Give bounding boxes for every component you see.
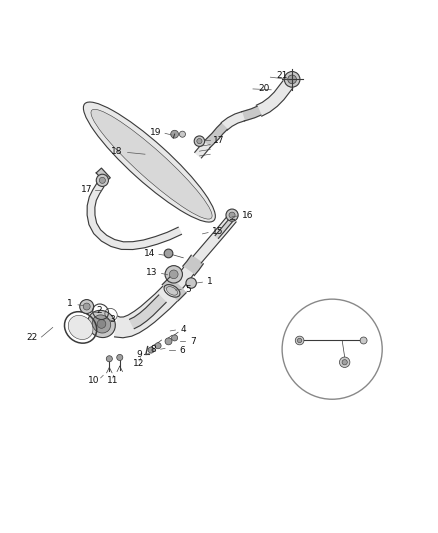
Circle shape bbox=[170, 270, 178, 279]
Text: 10: 10 bbox=[88, 376, 100, 385]
Text: 15: 15 bbox=[212, 227, 223, 236]
Polygon shape bbox=[183, 255, 203, 276]
Circle shape bbox=[180, 131, 185, 137]
Ellipse shape bbox=[68, 316, 93, 340]
Circle shape bbox=[171, 130, 179, 138]
Circle shape bbox=[339, 357, 350, 367]
Text: 13: 13 bbox=[146, 268, 157, 277]
Text: 14: 14 bbox=[144, 249, 155, 258]
Text: 5: 5 bbox=[186, 285, 191, 294]
Polygon shape bbox=[215, 219, 233, 238]
Polygon shape bbox=[115, 286, 178, 338]
Text: 12: 12 bbox=[133, 359, 145, 368]
Polygon shape bbox=[242, 106, 261, 121]
Circle shape bbox=[106, 356, 113, 362]
Circle shape bbox=[186, 278, 196, 288]
Text: 17: 17 bbox=[213, 136, 225, 145]
Circle shape bbox=[197, 139, 202, 144]
Polygon shape bbox=[193, 215, 236, 263]
Circle shape bbox=[148, 347, 154, 353]
Circle shape bbox=[97, 320, 106, 328]
Circle shape bbox=[172, 335, 178, 341]
Text: 21: 21 bbox=[276, 71, 288, 80]
Circle shape bbox=[96, 174, 109, 187]
Circle shape bbox=[165, 338, 172, 345]
Text: 6: 6 bbox=[179, 345, 185, 354]
Text: 11: 11 bbox=[107, 376, 119, 385]
Text: 9: 9 bbox=[136, 350, 142, 359]
Text: 17: 17 bbox=[81, 185, 92, 195]
Text: 20: 20 bbox=[258, 84, 270, 93]
Circle shape bbox=[342, 360, 347, 365]
Polygon shape bbox=[221, 112, 244, 130]
Circle shape bbox=[229, 212, 235, 218]
Ellipse shape bbox=[83, 102, 215, 222]
Text: 7: 7 bbox=[190, 337, 196, 346]
Circle shape bbox=[155, 343, 161, 349]
Circle shape bbox=[83, 303, 90, 310]
Text: 3: 3 bbox=[109, 315, 115, 324]
Circle shape bbox=[282, 299, 382, 399]
Circle shape bbox=[165, 265, 183, 283]
Polygon shape bbox=[166, 268, 194, 296]
Circle shape bbox=[164, 249, 173, 258]
Polygon shape bbox=[96, 168, 110, 182]
Polygon shape bbox=[130, 295, 166, 329]
Text: 1: 1 bbox=[67, 300, 73, 309]
Circle shape bbox=[226, 209, 238, 221]
Text: 16: 16 bbox=[241, 211, 253, 220]
Text: 8: 8 bbox=[151, 345, 157, 354]
Polygon shape bbox=[195, 142, 210, 158]
Circle shape bbox=[284, 71, 300, 87]
Text: 19: 19 bbox=[150, 128, 162, 137]
Circle shape bbox=[288, 75, 297, 84]
Ellipse shape bbox=[92, 315, 111, 333]
Text: 1: 1 bbox=[208, 277, 213, 286]
Circle shape bbox=[99, 177, 106, 183]
Circle shape bbox=[80, 300, 94, 313]
Polygon shape bbox=[87, 183, 181, 249]
Ellipse shape bbox=[88, 310, 115, 337]
Text: 4: 4 bbox=[180, 325, 186, 334]
Circle shape bbox=[297, 338, 302, 343]
Polygon shape bbox=[162, 277, 186, 301]
Circle shape bbox=[117, 354, 123, 360]
Circle shape bbox=[295, 336, 304, 345]
Text: 2: 2 bbox=[96, 306, 102, 316]
Ellipse shape bbox=[91, 109, 212, 219]
Polygon shape bbox=[204, 123, 227, 148]
Circle shape bbox=[360, 337, 367, 344]
Text: 18: 18 bbox=[111, 147, 123, 156]
Polygon shape bbox=[256, 81, 293, 116]
Circle shape bbox=[194, 136, 205, 147]
Text: 22: 22 bbox=[26, 333, 38, 342]
